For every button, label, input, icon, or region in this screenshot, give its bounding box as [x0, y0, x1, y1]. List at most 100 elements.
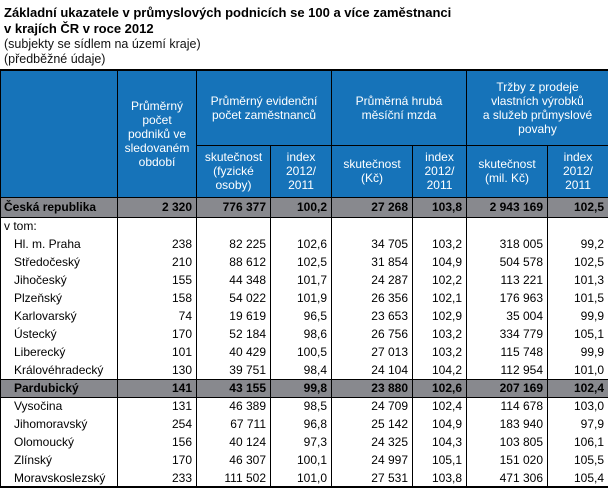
region-cell: Hl. m. Praha — [0, 235, 118, 253]
value-cell: 238 — [117, 235, 197, 253]
value-cell: 82 225 — [196, 235, 271, 253]
table-row: Plzeňský 158 54 022 101,9 26 356 102,1 176 96… — [0, 289, 608, 307]
value-cell: 24 997 — [331, 451, 413, 469]
value-cell: 183 940 — [466, 415, 548, 433]
table-row: Jihomoravský 254 67 711 96,8 25 142 104,9 183… — [0, 415, 608, 433]
table-row: Pardubický 141 43 155 99,8 23 880 102,6 207 1… — [0, 378, 608, 398]
value-cell: 111 502 — [196, 469, 271, 487]
region-cell: Jihočeský — [0, 271, 118, 289]
value-cell: 156 — [117, 433, 197, 451]
value-cell: 26 756 — [331, 325, 413, 343]
value-cell: 43 155 — [196, 378, 271, 398]
value-cell: 104,9 — [412, 415, 467, 433]
header-region-empty-cell — [0, 69, 118, 198]
value-cell: 99,9 — [546, 307, 608, 325]
value-cell: 24 104 — [331, 361, 413, 379]
table-body: Česká republika 2 320 776 377 100,2 27 268 1… — [0, 196, 608, 487]
value-cell: 101,0 — [270, 469, 332, 487]
table-row: Olomoucký 156 40 124 97,3 24 325 104,3 103 80… — [0, 433, 608, 451]
value-cell: 104,2 — [412, 361, 467, 379]
subheader-wage-actual: skutečnost (Kč) — [331, 144, 413, 198]
table-row: Ústecký 170 52 184 98,6 26 756 103,2 334 779 1… — [0, 325, 608, 343]
value-cell: 102,1 — [412, 289, 467, 307]
region-cell: Olomoucký — [0, 433, 118, 451]
value-cell: 102,5 — [546, 253, 608, 271]
table-row: Středočeský 210 88 612 102,5 31 854 104,9 504… — [0, 253, 608, 271]
value-cell: 155 — [117, 271, 197, 289]
table-header: Průměrný počet podniků ve sledovaném obd… — [0, 69, 608, 198]
value-cell: 334 779 — [466, 325, 548, 343]
value-cell: 67 711 — [196, 415, 271, 433]
header-group-employees: Průměrný evidenční počet zaměstnanců — [196, 69, 332, 146]
value-cell: 26 356 — [331, 289, 413, 307]
region-cell: Zlínský — [0, 451, 118, 469]
value-cell: 39 751 — [196, 361, 271, 379]
subtitle-scope: (subjekty se sídlem na území kraje) — [4, 37, 201, 51]
value-cell — [546, 217, 608, 235]
value-cell: 103,0 — [546, 397, 608, 415]
value-cell: 102,2 — [412, 271, 467, 289]
region-cell: Liberecký — [0, 343, 118, 361]
value-cell: 100,2 — [270, 196, 332, 218]
value-cell: 98,5 — [270, 397, 332, 415]
value-cell: 114 678 — [466, 397, 548, 415]
value-cell: 471 306 — [466, 469, 548, 487]
value-cell: 254 — [117, 415, 197, 433]
value-cell — [270, 217, 332, 235]
page-title-line1: Základní ukazatele v průmyslových podnic… — [4, 5, 452, 20]
value-cell: 24 287 — [331, 271, 413, 289]
region-cell: Ústecký — [0, 325, 118, 343]
value-cell: 103,2 — [412, 343, 467, 361]
subheader-wage-index: index 2012/ 2011 — [412, 144, 467, 198]
value-cell: 112 954 — [466, 361, 548, 379]
value-cell: 96,5 — [270, 307, 332, 325]
value-cell: 99,2 — [546, 235, 608, 253]
value-cell: 233 — [117, 469, 197, 487]
value-cell: 40 429 — [196, 343, 271, 361]
value-cell: 776 377 — [196, 196, 271, 218]
region-cell: v tom: — [0, 217, 118, 235]
value-cell: 103,2 — [412, 235, 467, 253]
value-cell: 158 — [117, 289, 197, 307]
header-group-wage: Průměrná hrubá měsíční mzda — [331, 69, 467, 146]
subheader-sales-actual: skutečnost (mil. Kč) — [466, 144, 548, 198]
value-cell: 23 880 — [331, 378, 413, 398]
header-enterprise-count: Průměrný počet podniků ve sledovaném obd… — [117, 69, 197, 198]
value-cell: 113 221 — [466, 271, 548, 289]
value-cell: 151 020 — [466, 451, 548, 469]
subheader-employees-actual: skutečnost (fyzické osoby) — [196, 144, 271, 198]
region-cell: Moravskoslezský — [0, 469, 118, 487]
table-row: Hl. m. Praha 238 82 225 102,6 34 705 103,2 31… — [0, 235, 608, 253]
value-cell: 35 004 — [466, 307, 548, 325]
value-cell: 100,5 — [270, 343, 332, 361]
value-cell: 25 142 — [331, 415, 413, 433]
value-cell: 74 — [117, 307, 197, 325]
value-cell: 105,4 — [546, 469, 608, 487]
value-cell: 176 963 — [466, 289, 548, 307]
value-cell: 27 531 — [331, 469, 413, 487]
value-cell: 52 184 — [196, 325, 271, 343]
value-cell: 97,3 — [270, 433, 332, 451]
value-cell — [196, 217, 271, 235]
table-row: Zlínský 170 46 307 100,1 24 997 105,1 151 020… — [0, 451, 608, 469]
header-group-sales: Tržby z prodeje vlastních výrobků a služ… — [465, 69, 608, 146]
value-cell: 102,5 — [546, 196, 608, 218]
region-cell: Karlovarský — [0, 307, 118, 325]
value-cell: 101,5 — [546, 289, 608, 307]
value-cell: 46 389 — [196, 397, 271, 415]
value-cell: 99,8 — [270, 378, 332, 398]
value-cell — [331, 217, 413, 235]
value-cell: 54 022 — [196, 289, 271, 307]
value-cell: 24 709 — [331, 397, 413, 415]
value-cell — [412, 217, 467, 235]
value-cell: 103 805 — [466, 433, 548, 451]
value-cell: 104,9 — [412, 253, 467, 271]
value-cell: 103,8 — [412, 196, 467, 218]
value-cell — [117, 217, 197, 235]
value-cell: 102,4 — [412, 397, 467, 415]
table-row: Karlovarský 74 19 619 96,5 23 653 102,9 35 00… — [0, 307, 608, 325]
value-cell: 101,3 — [546, 271, 608, 289]
value-cell: 24 325 — [331, 433, 413, 451]
value-cell: 96,8 — [270, 415, 332, 433]
value-cell: 504 578 — [466, 253, 548, 271]
